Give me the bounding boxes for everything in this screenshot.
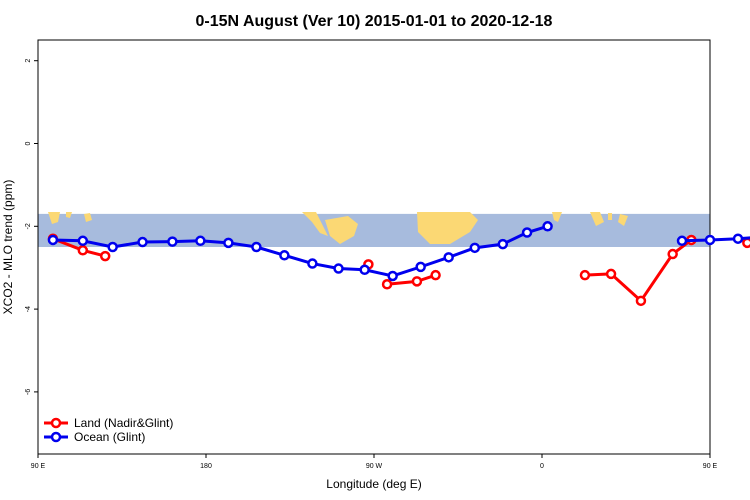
legend: Land (Nadir&Glint) Ocean (Glint) — [44, 416, 173, 444]
data-point-0-2-0 — [381, 279, 393, 290]
map-land-7 — [590, 212, 604, 226]
data-point-0-3-2 — [635, 295, 647, 307]
map-land-9 — [618, 214, 628, 226]
data-point-0-3-1 — [605, 268, 617, 280]
x-tick-label-3: 0 — [540, 463, 544, 470]
x-tick-label-4: 90 E — [703, 463, 718, 470]
data-point-1-0-4 — [167, 236, 178, 247]
x-axis: 90 E 180 90 W 0 90 E — [31, 454, 718, 470]
map-land-8 — [608, 213, 612, 220]
data-point-1-0-7 — [251, 241, 262, 253]
x-tick-label-2: 90 W — [366, 463, 383, 470]
series-land — [47, 233, 750, 307]
data-point-1-0-18 — [542, 221, 553, 232]
data-point-1-0-8 — [279, 250, 290, 261]
map-land-2 — [84, 213, 92, 222]
data-point-0-0-1 — [77, 245, 89, 256]
data-point-1-0-10 — [333, 263, 344, 274]
y-axis: 2 0 -2 -4 -6 — [25, 59, 38, 395]
data-point-1-0-15 — [469, 242, 481, 254]
map-land-3 — [302, 212, 328, 236]
map-land-5 — [417, 212, 478, 244]
legend-land-label: Land (Nadir&Glint) — [74, 416, 173, 430]
series-line-0-3 — [584, 238, 693, 303]
data-point-1-0-2 — [107, 241, 118, 253]
map-land-0 — [48, 212, 60, 224]
data-point-1-0-6 — [223, 237, 234, 249]
data-point-0-4-0 — [742, 237, 750, 249]
data-point-1-0-11 — [359, 264, 370, 276]
data-point-1-0-1 — [77, 235, 89, 247]
legend-land-marker — [50, 417, 62, 429]
data-point-1-0-5 — [195, 235, 206, 247]
legend-ocean-label: Ocean (Glint) — [74, 430, 145, 444]
chart-title: 0-15N August (Ver 10) 2015-01-01 to 2020… — [196, 13, 553, 30]
legend-ocean-marker — [50, 431, 62, 443]
data-point-1-1-1 — [704, 234, 716, 246]
x-tick-label-1: 180 — [200, 463, 212, 470]
data-point-0-2-2 — [430, 269, 441, 281]
data-point-1-1-0 — [676, 235, 688, 247]
data-point-1-0-16 — [497, 238, 509, 250]
data-point-1-0-0 — [47, 234, 59, 246]
data-point-1-0-17 — [521, 227, 533, 238]
data-point-0-3-3 — [667, 248, 678, 260]
y-tick-label-2: -2 — [25, 223, 32, 229]
y-tick-label-4: -6 — [25, 389, 32, 395]
x-axis-label: Longitude (deg E) — [326, 477, 421, 491]
data-point-1-0-3 — [137, 236, 148, 248]
data-point-1-0-12 — [387, 270, 398, 282]
data-point-1-0-13 — [415, 261, 426, 273]
y-tick-label-0: 2 — [25, 59, 32, 63]
map-land-6 — [552, 212, 562, 222]
series-layer — [47, 221, 750, 307]
data-point-1-1-2 — [732, 233, 744, 244]
y-tick-label-3: -4 — [25, 306, 32, 312]
data-point-1-0-14 — [443, 252, 454, 263]
y-tick-label-1: 0 — [25, 141, 32, 145]
x-tick-label-0: 90 E — [31, 463, 46, 470]
data-point-0-3-0 — [579, 269, 591, 281]
series-line-1-1 — [681, 236, 750, 243]
map-land-4 — [325, 216, 358, 244]
data-point-1-0-9 — [307, 258, 318, 269]
data-point-0-2-1 — [411, 276, 423, 287]
y-axis-label: XCO2 - MLO trend (ppm) — [1, 180, 15, 315]
map-land-1 — [66, 212, 72, 218]
series-ocean — [47, 221, 750, 282]
data-point-0-0-2 — [99, 250, 111, 262]
